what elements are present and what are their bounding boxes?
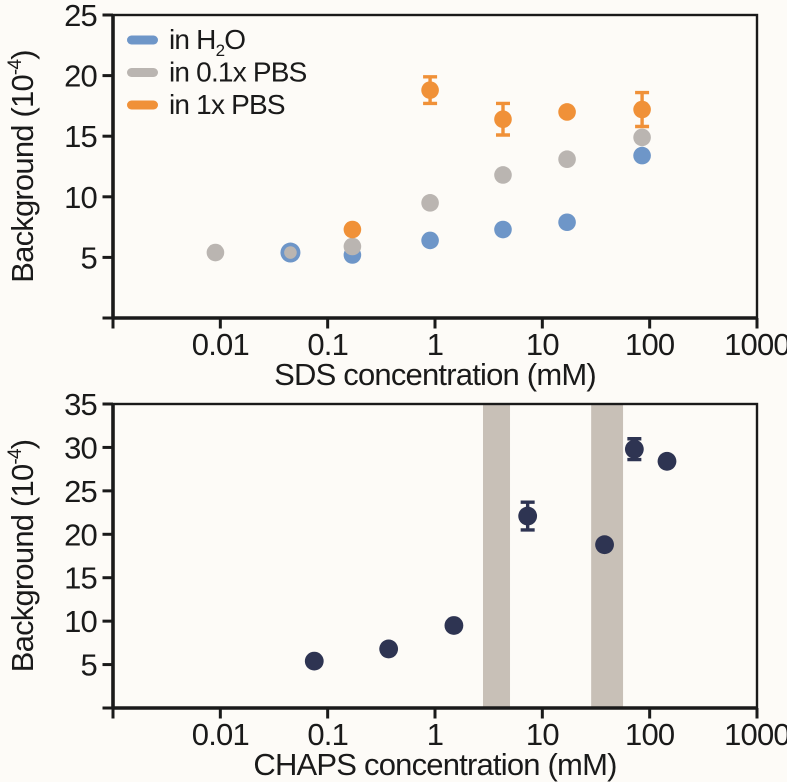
x-tick-label: 100 (625, 327, 675, 362)
x-axis-label: SDS concentration (mM) (274, 357, 596, 392)
data-point-pbs1 (633, 100, 651, 119)
x-tick-label: 1000 (724, 327, 787, 362)
data-point-h2o (558, 213, 576, 232)
data-point-chaps (657, 451, 677, 471)
legend-label-pbs01: in 0.1x PBS (169, 57, 307, 88)
x-tick-label: 0.01 (192, 327, 249, 362)
legend-label-h2o: in H2O (169, 24, 245, 60)
data-point-pbs1 (494, 110, 512, 129)
legend-label-pbs1: in 1x PBS (169, 89, 285, 120)
y-tick-label: 5 (81, 648, 97, 683)
x-tick-label: 10 (526, 327, 559, 362)
data-point-pbs01 (421, 194, 439, 212)
data-point-pbs1 (421, 81, 439, 99)
legend-swatch-h2o (127, 35, 158, 45)
chaps-chart: 0.01 0.1 1 10 100 1000 5 10 15 20 25 30 35 CHAPS conc… (5, 387, 787, 782)
data-point-h2o (633, 146, 651, 165)
x-tick-label: 0.1 (307, 327, 348, 362)
y-tick-label: 25 (64, 474, 97, 509)
x-tick-label: 0.01 (192, 717, 249, 752)
plot-border (111, 402, 759, 710)
y-axis-label: Background (10-4) (5, 50, 40, 283)
data-point-pbs01 (494, 166, 512, 184)
x-axis-label: CHAPS concentration (mM) (253, 747, 616, 782)
data-point-pbs01 (633, 128, 651, 147)
y-tick-label: 15 (64, 119, 97, 154)
x-tick-label: 1 (427, 327, 443, 362)
y-tick-label: 10 (64, 604, 97, 639)
data-point-chaps (624, 439, 644, 459)
data-point-pbs1 (343, 220, 362, 239)
y-axis-label: Background (10-4) (5, 440, 40, 673)
y-tick-label: 25 (64, 0, 97, 33)
data-point-h2o (494, 220, 512, 239)
x-tick-label: 1 (427, 717, 443, 752)
data-point-pbs01 (284, 246, 297, 259)
y-tick-label: 30 (64, 430, 97, 465)
cmc-band (591, 404, 624, 708)
data-point-chaps (304, 651, 324, 671)
legend-swatch-pbs1 (127, 100, 158, 110)
data-point-chaps (595, 535, 614, 555)
y-tick-label: 5 (81, 240, 97, 275)
cmc-band (482, 404, 511, 708)
data-point-pbs1 (558, 103, 576, 121)
data-point-h2o (421, 231, 439, 250)
data-point-chaps (379, 639, 399, 659)
x-tick-label: 1000 (724, 717, 787, 752)
x-tick-label: 100 (625, 717, 675, 752)
legend-swatch-pbs01 (127, 68, 158, 77)
data-point-chaps (444, 616, 464, 635)
y-tick-label: 35 (64, 387, 97, 422)
x-tick-label: 0.1 (307, 717, 348, 752)
y-tick-label: 20 (64, 517, 97, 552)
data-point-pbs01 (343, 237, 362, 256)
data-point-pbs01 (206, 243, 225, 262)
data-point-chaps (518, 506, 538, 526)
x-tick-label: 10 (526, 717, 559, 752)
y-tick-label: 15 (64, 561, 97, 596)
y-tick-label: 10 (64, 180, 97, 215)
data-point-pbs01 (558, 150, 576, 169)
y-tick-label: 20 (64, 59, 97, 94)
